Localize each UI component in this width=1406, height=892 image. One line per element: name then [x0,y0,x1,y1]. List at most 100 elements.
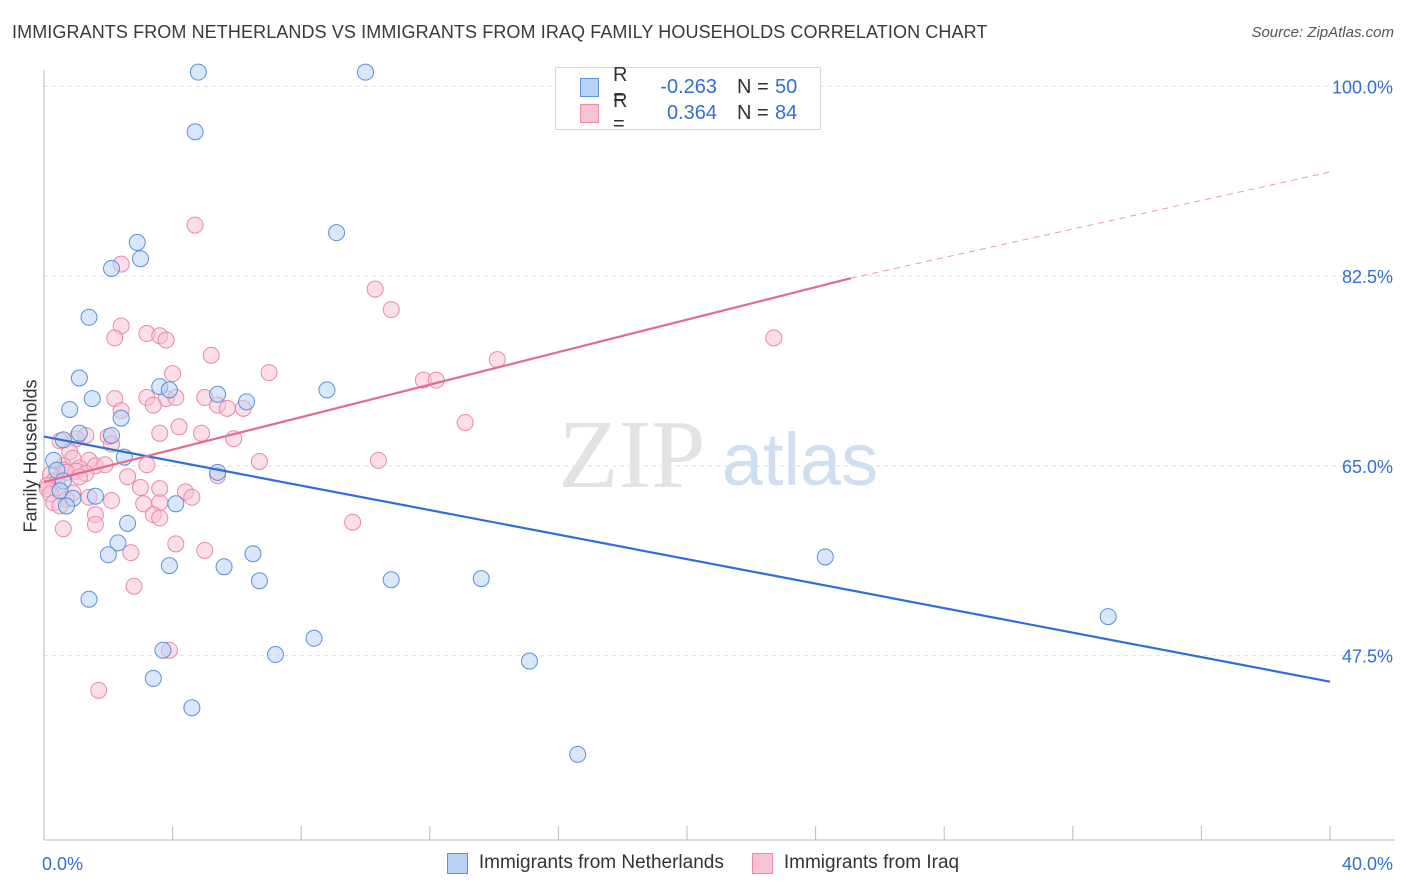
data-point-iraq [125,577,143,595]
data-point-iraq [90,681,108,699]
correlation-legend: R = -0.263 N = 50 R = 0.364 N = 84 [555,64,821,135]
data-point-netherlands [305,629,323,647]
watermark-atlas: atlas [722,418,878,501]
trend-line-iraq [43,277,852,484]
data-point-iraq [151,424,169,442]
data-point-iraq [344,513,362,531]
data-point-iraq [765,329,783,347]
legend-n-label: N = [737,75,769,98]
data-point-netherlands [109,534,127,552]
data-point-iraq [103,492,121,510]
watermark: ZIP atlas [559,401,879,509]
y-tick-label: 47.5% [1342,647,1393,667]
data-point-netherlands [99,546,117,564]
data-point-iraq [193,424,211,442]
data-point-netherlands [382,571,400,589]
legend-n-value: 50 [775,75,798,98]
data-point-iraq [157,331,175,349]
data-point-iraq [86,515,104,533]
data-point-netherlands [186,123,204,141]
data-point-netherlands [80,590,98,608]
data-point-netherlands [328,224,346,242]
legend-n-value: 84 [775,101,798,124]
data-point-netherlands [167,495,185,513]
legend-label-iraq: Immigrants from Iraq [783,852,960,873]
data-point-iraq [119,468,137,486]
data-point-netherlands [160,557,178,575]
data-point-netherlands [112,409,130,427]
data-point-netherlands [154,641,172,659]
data-point-netherlands [103,426,121,444]
data-point-iraq [170,418,188,436]
data-point-netherlands [215,558,233,576]
data-point-netherlands [816,548,834,566]
data-point-netherlands [86,487,104,505]
data-point-netherlands [357,63,374,81]
series-legend: Immigrants from Netherlands Immigrants f… [0,852,1406,874]
data-point-iraq [250,453,268,471]
data-point-iraq [106,329,124,347]
data-point-iraq [218,399,236,417]
data-point-iraq [131,479,149,497]
data-point-netherlands [58,497,76,515]
trend-line-iraq-extension [850,171,1331,279]
data-point-iraq [164,365,182,383]
y-tick-label: 65.0% [1342,457,1393,477]
legend-item-netherlands[interactable]: Immigrants from Netherlands [446,852,724,874]
y-tick-label: 82.5% [1342,267,1393,287]
data-point-netherlands [266,646,284,664]
legend-swatch-netherlands [580,77,599,97]
data-point-netherlands [83,390,101,408]
data-point-iraq [196,541,214,559]
x-tick-labels: 0.0% 40.0% [42,854,1393,874]
data-point-iraq [186,216,204,234]
data-point-netherlands [70,424,88,442]
data-point-netherlands [61,400,79,418]
data-point-iraq [260,364,278,382]
data-point-netherlands [250,572,268,590]
watermark-zip: ZIP [559,401,706,509]
y-tick-labels: 100.0% 82.5% 65.0% 47.5% [1332,77,1393,666]
legend-swatch-netherlands [446,852,468,874]
trend-lines [43,171,1331,683]
data-point-netherlands [318,381,336,399]
y-tick-label: 100.0% [1332,77,1393,97]
data-point-netherlands [80,308,98,326]
data-point-iraq [366,280,384,298]
legend-row-netherlands: R = -0.263 N = 50 [580,64,798,109]
data-point-iraq [183,488,201,506]
legend-r-value: -0.263 [660,75,717,98]
data-point-netherlands [209,463,227,481]
legend-item-iraq[interactable]: Immigrants from Iraq [751,852,960,874]
data-point-netherlands [244,545,262,563]
data-point-netherlands [128,233,146,251]
data-point-netherlands [51,482,69,500]
legend-row-iraq: R = 0.364 N = 84 [580,90,798,135]
data-point-iraq [382,301,400,319]
data-point-netherlands [119,514,137,532]
chart-source: Source: ZipAtlas.com [1251,24,1394,41]
data-point-iraq [138,456,156,474]
legend-r-label: R = [613,90,628,135]
data-point-netherlands [183,699,201,717]
data-point-netherlands [569,745,587,763]
data-point-netherlands [238,393,256,411]
data-point-netherlands [209,385,227,403]
chart-title: IMMIGRANTS FROM NETHERLANDS VS IMMIGRANT… [12,22,988,42]
legend-r-value: 0.364 [666,101,717,124]
data-point-netherlands [1099,608,1117,626]
grid [44,85,1395,657]
x-tick-label: 40.0% [1342,854,1393,874]
data-point-iraq [122,544,140,562]
legend-swatch-iraq [751,852,773,874]
data-point-netherlands [520,652,538,670]
trend-line-netherlands [43,435,1331,683]
x-tick-label: 0.0% [42,854,83,874]
data-point-netherlands [144,669,162,687]
data-point-netherlands [160,381,178,399]
data-point-iraq [167,535,185,553]
y-axis-title: Family Households [20,379,41,533]
data-point-iraq [151,509,169,527]
legend-swatch-iraq [580,103,599,123]
